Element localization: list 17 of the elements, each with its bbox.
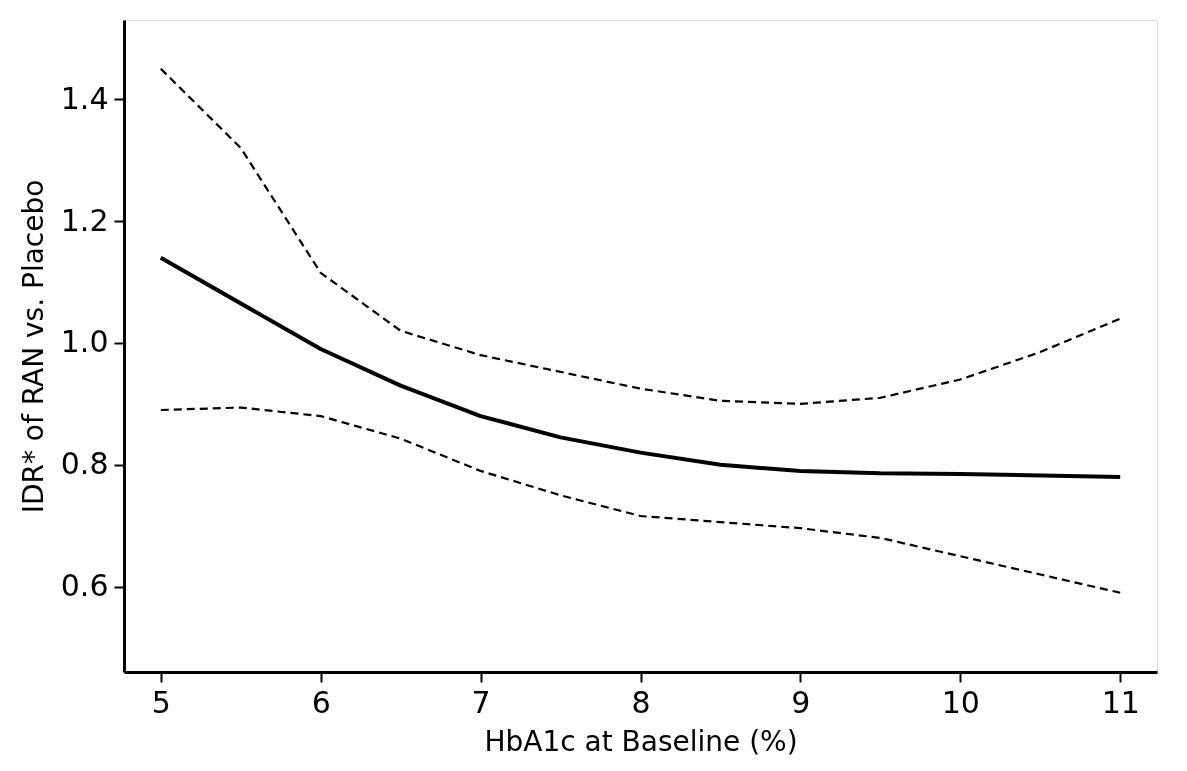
- line-series: [158, 255, 1123, 480]
- x-tick-label: 8: [631, 684, 651, 720]
- y-tick-label: 1.4: [60, 80, 109, 116]
- x-tick-label: 5: [151, 684, 171, 720]
- line-series: [159, 406, 1122, 594]
- x-tick-label: 11: [1101, 684, 1140, 720]
- x-axis-title: HbA1c at Baseline (%): [484, 724, 798, 758]
- y-tick-label: 1.0: [60, 324, 109, 360]
- y-tick-label: 0.8: [60, 446, 109, 482]
- x-tick-label: 7: [471, 684, 491, 720]
- x-tick-label: 6: [311, 684, 331, 720]
- x-tick-label: 10: [941, 684, 980, 720]
- y-tick-label: 0.6: [60, 568, 109, 604]
- y-tick-label: 1.2: [60, 202, 109, 238]
- line-series: [159, 67, 1122, 405]
- x-tick-label: 9: [791, 684, 811, 720]
- y-axis-title: IDR* of RAN vs. Placebo: [16, 179, 50, 514]
